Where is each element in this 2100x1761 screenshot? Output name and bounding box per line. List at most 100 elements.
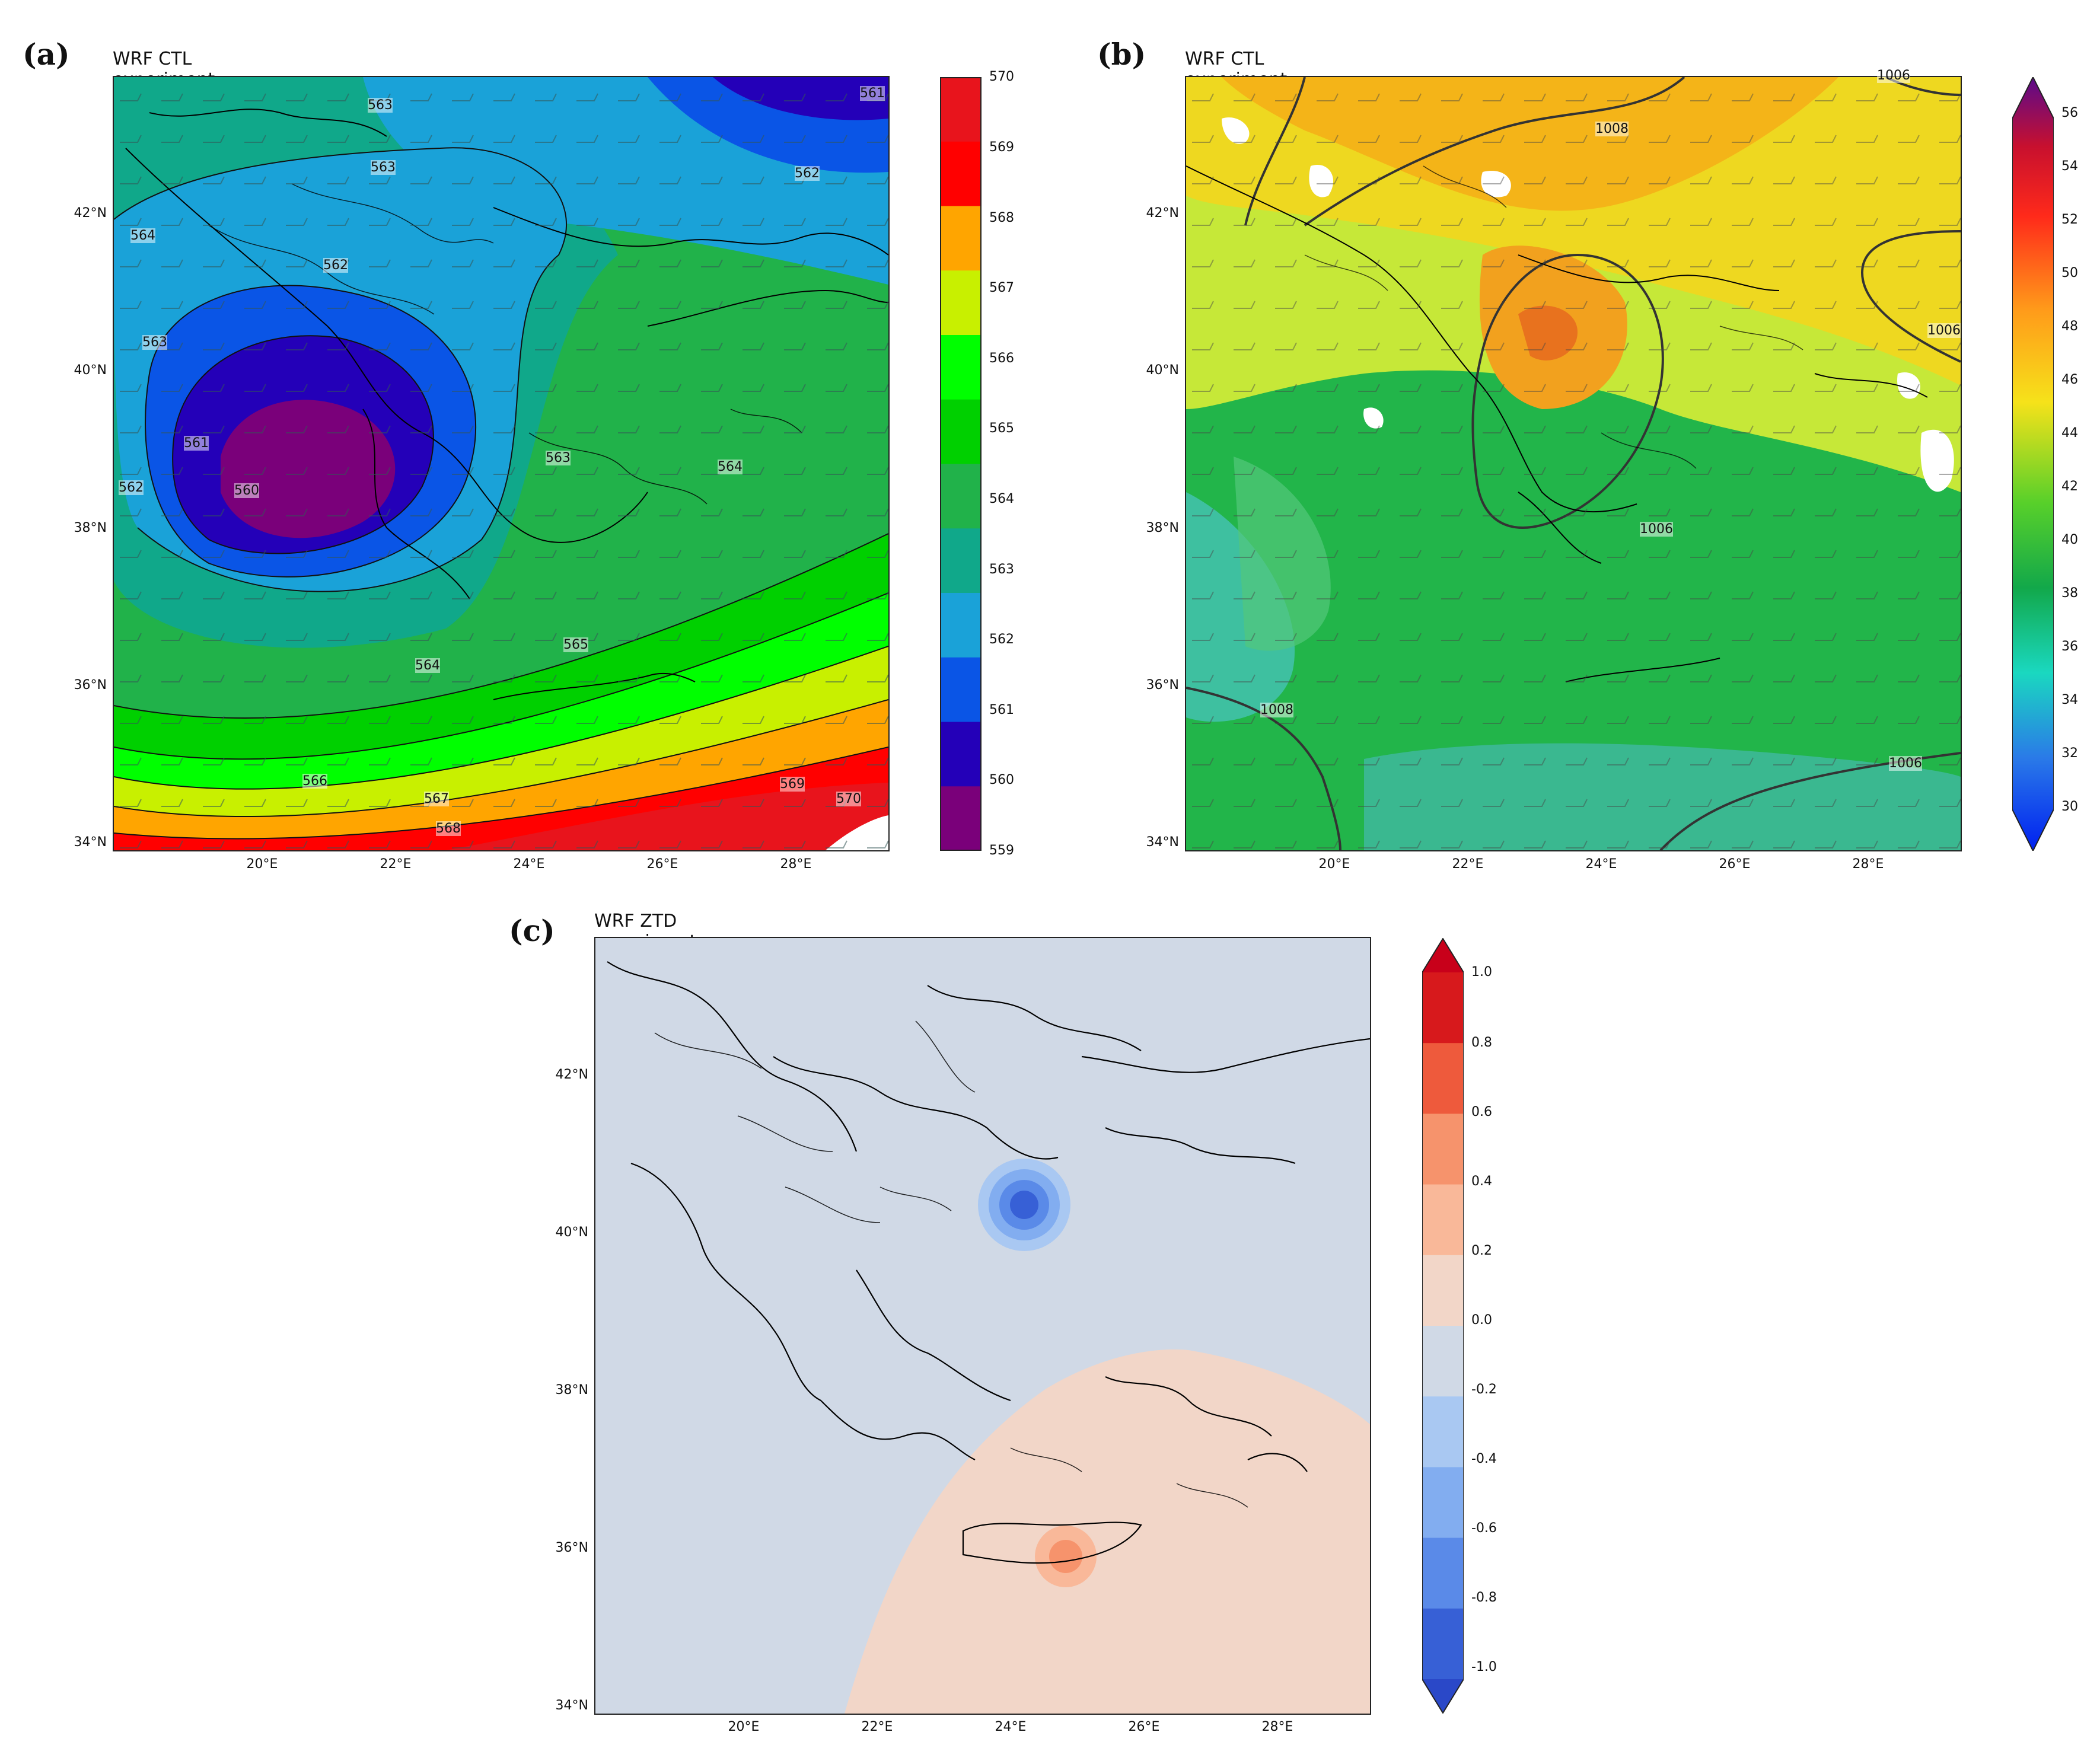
- colorbar-segment: [940, 399, 982, 464]
- colorbar-segment: [940, 657, 982, 722]
- lon-tick: 26°E: [1719, 857, 1751, 872]
- contour-label: 1006: [1877, 68, 1910, 83]
- lon-tick: 28°E: [1261, 1719, 1293, 1734]
- contour-label: 569: [780, 777, 805, 792]
- contour-label: 561: [184, 436, 209, 451]
- colorbar-tick: -0.8: [1471, 1590, 1497, 1605]
- lat-tick: 36°N: [74, 678, 107, 693]
- contour-label: 1006: [1889, 756, 1922, 771]
- panel-b-label: (b): [1097, 37, 1146, 72]
- colorbar-segment: [1422, 1255, 1464, 1326]
- colorbar-segment: [1422, 1608, 1464, 1680]
- colorbar-tick: 46: [2061, 372, 2078, 387]
- colorbar-tick: 0.2: [1471, 1243, 1492, 1258]
- lon-tick: 22°E: [861, 1719, 893, 1734]
- colorbar-tick: 562: [989, 632, 1014, 647]
- lat-tick: 36°N: [1146, 678, 1179, 693]
- contour-label: 1006: [1640, 522, 1673, 537]
- colorbar-segment: [940, 464, 982, 529]
- colorbar-segment: [940, 77, 982, 142]
- colorbar-tick: 565: [989, 421, 1014, 436]
- lon-tick: 20°E: [728, 1719, 760, 1734]
- lon-tick: 26°E: [646, 857, 678, 872]
- lat-tick: 42°N: [1146, 206, 1179, 221]
- colorbar-segment: [940, 722, 982, 787]
- colorbar-segment: [940, 206, 982, 271]
- contour-label: 1008: [1595, 122, 1629, 136]
- lat-tick: 38°N: [555, 1383, 588, 1398]
- colorbar-segment: [1422, 972, 1464, 1044]
- colorbar-tick: 0.6: [1471, 1105, 1492, 1119]
- colorbar-segment: [1422, 1184, 1464, 1256]
- contour-label: 564: [718, 460, 743, 474]
- contour-label: 568: [436, 821, 461, 836]
- colorbar-tick: 568: [989, 210, 1014, 225]
- panel-b-colorbar: [2012, 77, 2054, 851]
- lon-tick: 22°E: [1452, 857, 1484, 872]
- colorbar-tick: 44: [2061, 426, 2078, 441]
- colorbar-tick: 564: [989, 492, 1014, 506]
- contour-label: 563: [142, 335, 167, 350]
- colorbar-tick: 567: [989, 280, 1014, 295]
- colorbar-segment: [1422, 1467, 1464, 1539]
- colorbar-segment: [1422, 1114, 1464, 1185]
- panel-b-map: [1185, 76, 1962, 851]
- colorbar-tick: 34: [2061, 693, 2078, 707]
- colorbar-segment: [940, 335, 982, 400]
- lat-tick: 34°N: [74, 835, 107, 850]
- colorbar-tick: 559: [989, 843, 1014, 858]
- contour-label: 566: [302, 774, 327, 789]
- colorbar-segment: [1422, 1537, 1464, 1609]
- lat-tick: 42°N: [74, 206, 107, 221]
- contour-label: 565: [563, 637, 588, 652]
- contour-label: 567: [424, 792, 449, 806]
- colorbar-tick: 56: [2061, 106, 2078, 120]
- lon-tick: 26°E: [1128, 1719, 1160, 1734]
- colorbar-tick: 30: [2061, 799, 2078, 814]
- lon-tick: 22°E: [380, 857, 412, 872]
- contour-label: 563: [546, 451, 571, 465]
- contour-label: 564: [415, 658, 440, 673]
- colorbar-tick: 42: [2061, 479, 2078, 494]
- contour-label: 564: [130, 228, 155, 243]
- lat-tick: 34°N: [555, 1698, 588, 1713]
- contour-label: 560: [234, 483, 259, 498]
- contour-label: 562: [119, 480, 144, 495]
- lon-tick: 24°E: [995, 1719, 1027, 1734]
- colorbar-tick: 38: [2061, 586, 2078, 601]
- lat-tick: 38°N: [74, 521, 107, 535]
- colorbar-tick: -0.6: [1471, 1521, 1497, 1536]
- colorbar-tick: 566: [989, 351, 1014, 366]
- colorbar-tick: -0.4: [1471, 1451, 1497, 1466]
- lat-tick: 34°N: [1146, 835, 1179, 850]
- colorbar-segment: [940, 141, 982, 206]
- lon-tick: 20°E: [246, 857, 278, 872]
- lat-tick: 40°N: [555, 1225, 588, 1240]
- panel-a-map: [113, 76, 890, 851]
- lat-tick: 42°N: [555, 1067, 588, 1082]
- lat-tick: 40°N: [74, 363, 107, 378]
- contour-label: 1008: [1260, 703, 1293, 717]
- colorbar-segment: [1422, 1396, 1464, 1468]
- colorbar-segment: [1422, 1043, 1464, 1114]
- colorbar-tick: 561: [989, 703, 1014, 717]
- colorbar-tick: 570: [989, 69, 1014, 84]
- colorbar-tick: 0.4: [1471, 1174, 1492, 1189]
- panel-c-colorbar: [1422, 938, 1464, 1714]
- colorbar-tick: 569: [989, 140, 1014, 155]
- panel-c-label: (c): [509, 913, 555, 948]
- lat-tick: 40°N: [1146, 363, 1179, 378]
- colorbar-segment: [940, 528, 982, 594]
- contour-label: 1006: [1927, 323, 1961, 338]
- lat-tick: 36°N: [555, 1540, 588, 1555]
- panel-a-colorbar: [940, 77, 982, 851]
- lon-tick: 28°E: [1852, 857, 1884, 872]
- lon-tick: 20°E: [1318, 857, 1350, 872]
- colorbar-segment: [940, 270, 982, 336]
- colorbar-tick: 36: [2061, 639, 2078, 654]
- colorbar-segment: [940, 593, 982, 658]
- lon-tick: 28°E: [780, 857, 812, 872]
- colorbar-tick: -0.2: [1471, 1382, 1497, 1397]
- colorbar-tick: 52: [2061, 212, 2078, 227]
- colorbar-extend-max: [1422, 938, 1464, 972]
